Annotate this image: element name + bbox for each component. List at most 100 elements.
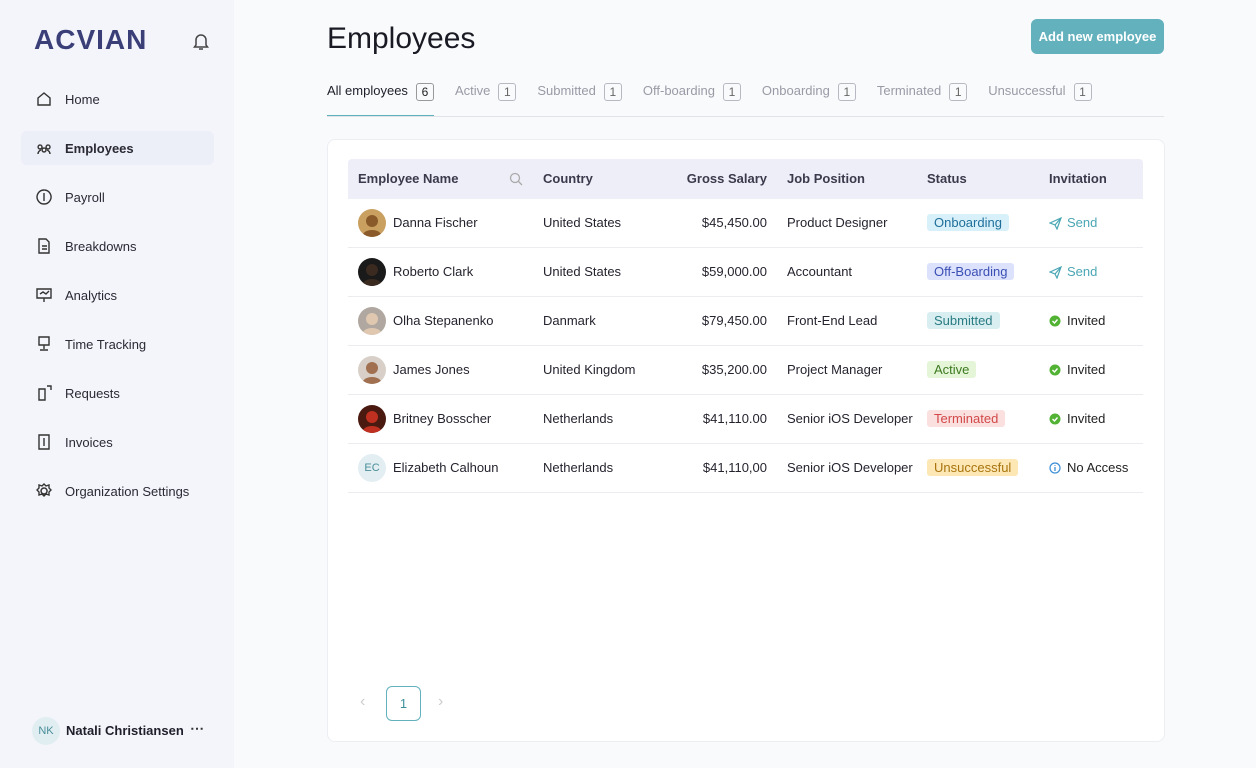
nav-item[interactable]: Analytics xyxy=(21,278,214,312)
nav-icon xyxy=(36,288,52,302)
status-badge: Submitted xyxy=(927,311,1000,331)
nav-item[interactable]: Payroll xyxy=(21,180,214,214)
column-header: Employee Name xyxy=(358,171,459,186)
avatar xyxy=(358,209,386,237)
nav-label: Invoices xyxy=(65,434,113,450)
salary: $41,110.00 xyxy=(702,411,767,426)
tabs-divider xyxy=(327,116,1164,117)
tab-label: Onboarding xyxy=(761,83,830,98)
invitation-text: Send xyxy=(1067,264,1098,279)
nav-item[interactable]: Employees xyxy=(21,131,214,165)
job-position: Front-End Lead xyxy=(787,313,878,328)
nav-item[interactable]: Requests xyxy=(21,376,214,410)
job-position: Product Designer xyxy=(787,215,888,230)
tab[interactable]: Off-boarding 1 xyxy=(643,82,741,117)
tab-count: 1 xyxy=(949,83,968,101)
user-menu[interactable]: ⋯ xyxy=(190,720,204,736)
search-icon[interactable] xyxy=(509,172,523,186)
next-page[interactable]: › xyxy=(438,693,444,710)
country: Netherlands xyxy=(543,411,614,426)
invitation: Invited xyxy=(1049,360,1105,380)
tab[interactable]: Active 1 xyxy=(455,82,517,117)
nav-item[interactable]: Invoices xyxy=(21,425,214,459)
nav-item[interactable]: Time Tracking xyxy=(21,327,214,361)
tab-count: 1 xyxy=(603,83,622,101)
nav-label: Payroll xyxy=(65,189,105,205)
prev-page[interactable]: ‹ xyxy=(360,693,366,710)
invitation[interactable]: Send xyxy=(1049,213,1097,233)
status-text: Terminated xyxy=(927,410,1006,427)
job-position: Senior iOS Developer xyxy=(787,411,913,426)
page-title: Employees xyxy=(327,22,476,55)
tab-label: Off-boarding xyxy=(642,83,715,98)
status-badge: Off-Boarding xyxy=(927,262,1015,282)
employee-name: Roberto Clark xyxy=(393,264,474,279)
invitation: Invited xyxy=(1049,311,1105,331)
nav-item[interactable]: Breakdowns xyxy=(21,229,214,263)
row-divider xyxy=(348,247,1143,248)
table-header xyxy=(348,159,1143,199)
invitation-text: Invited xyxy=(1067,313,1106,328)
status-text: Off-Boarding xyxy=(927,263,1015,280)
status-badge: Unsuccessful xyxy=(927,458,1019,478)
nav-item[interactable]: Home xyxy=(21,82,214,116)
bell-icon[interactable] xyxy=(192,31,210,51)
invitation[interactable]: Send xyxy=(1049,262,1097,282)
column-header: Invitation xyxy=(1049,171,1107,186)
country: Netherlands xyxy=(543,460,614,475)
sidebar: ACVIAN Home Employees Payroll Breakdowns Ana… xyxy=(0,0,234,768)
employee-name: Danna Fischer xyxy=(393,215,478,230)
country: United States xyxy=(543,215,622,230)
page-button[interactable]: 1 xyxy=(386,686,421,721)
status-badge: Onboarding xyxy=(927,213,1009,233)
tab[interactable]: Submitted 1 xyxy=(537,82,622,117)
tab-label: Submitted xyxy=(537,83,596,98)
tab-label: All employees xyxy=(327,83,408,98)
job-position: Senior iOS Developer xyxy=(787,460,913,475)
avatar xyxy=(358,356,386,384)
employee-name: James Jones xyxy=(393,362,470,377)
invitation-icon xyxy=(1049,265,1062,279)
salary: $41,110,00 xyxy=(702,460,767,475)
row-divider xyxy=(348,345,1143,346)
invitation-icon xyxy=(1049,461,1061,474)
employee-name: Britney Bosscher xyxy=(393,411,492,426)
tab[interactable]: Terminated 1 xyxy=(876,82,968,117)
job-position: Accountant xyxy=(787,264,853,279)
row-divider xyxy=(348,394,1143,395)
avatar: EC xyxy=(358,454,386,482)
tab-count: 1 xyxy=(1073,83,1092,101)
invitation: No Access xyxy=(1049,458,1128,478)
nav-label: Time Tracking xyxy=(65,336,147,352)
tab[interactable]: Onboarding 1 xyxy=(762,82,856,117)
tab[interactable]: All employees 6 xyxy=(327,82,434,117)
tab-count: 1 xyxy=(498,83,517,101)
invitation-icon xyxy=(1049,216,1062,230)
tab-label: Terminated xyxy=(876,83,942,98)
nav-icon xyxy=(38,385,52,401)
column-header: Gross Salary xyxy=(686,171,767,186)
status-badge: Terminated xyxy=(927,409,1006,429)
employee-name: Elizabeth Calhoun xyxy=(393,460,499,475)
add-button[interactable]: Add new employee xyxy=(1031,19,1164,54)
status-text: Submitted xyxy=(927,312,1000,329)
tab-count: 6 xyxy=(415,83,434,101)
tab-count: 1 xyxy=(722,83,741,101)
nav-icon xyxy=(38,238,50,254)
nav-item[interactable]: Organization Settings xyxy=(21,474,214,508)
tab[interactable]: Unsuccessful 1 xyxy=(988,82,1092,117)
column-header: Status xyxy=(927,171,967,186)
nav-icon xyxy=(38,336,50,351)
invitation-text: Invited xyxy=(1067,362,1106,377)
status-text: Onboarding xyxy=(927,214,1009,231)
salary: $79,450.00 xyxy=(701,313,767,328)
nav-label: Analytics xyxy=(65,287,118,303)
invitation-text: Invited xyxy=(1067,411,1106,426)
status-badge: Active xyxy=(927,360,977,380)
country: United States xyxy=(543,264,622,279)
logo[interactable]: ACVIAN xyxy=(34,24,148,55)
user-name: Natali Christiansen xyxy=(66,723,184,738)
row-divider xyxy=(348,492,1143,493)
job-position: Project Manager xyxy=(787,362,883,377)
